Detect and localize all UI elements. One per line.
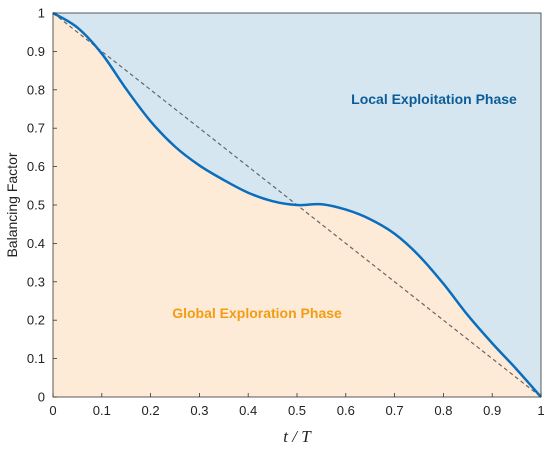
x-tick-label: 0.2 bbox=[142, 403, 160, 418]
y-tick-label: 0.2 bbox=[27, 313, 45, 328]
x-tick-label: 0.5 bbox=[288, 403, 306, 418]
x-tick-label: 0.4 bbox=[239, 403, 257, 418]
x-axis-ticks: 0 0.1 0.2 0.3 0.4 0.5 0.6 0.7 0.8 0.9 1 bbox=[49, 393, 545, 418]
y-tick-label: 0 bbox=[38, 390, 45, 405]
x-tick-label: 0 bbox=[49, 403, 56, 418]
y-tick-label: 0.6 bbox=[27, 159, 45, 174]
y-tick-label: 0.4 bbox=[27, 236, 45, 251]
y-tick-label: 0.7 bbox=[27, 121, 45, 136]
global-exploration-label: Global Exploration Phase bbox=[172, 305, 342, 321]
y-tick-label: 1 bbox=[38, 6, 45, 21]
y-tick-label: 0.5 bbox=[27, 198, 45, 213]
x-tick-label: 0.1 bbox=[93, 403, 111, 418]
x-axis-title: t / T bbox=[283, 427, 312, 446]
y-tick-label: 0.9 bbox=[27, 44, 45, 59]
x-tick-label: 0.8 bbox=[434, 403, 452, 418]
y-tick-label: 0.8 bbox=[27, 82, 45, 97]
local-exploitation-label: Local Exploitation Phase bbox=[351, 91, 517, 107]
y-tick-label: 0.3 bbox=[27, 274, 45, 289]
y-axis-ticks: 0 0.1 0.2 0.3 0.4 0.5 0.6 0.7 0.8 0.9 1 bbox=[27, 6, 57, 405]
x-tick-label: 0.7 bbox=[386, 403, 404, 418]
x-tick-label: 0.9 bbox=[483, 403, 501, 418]
balancing-curve bbox=[52, 11, 542, 398]
x-tick-label: 0.3 bbox=[190, 403, 208, 418]
x-tick-label: 1 bbox=[537, 403, 544, 418]
y-axis-title: Balancing Factor bbox=[4, 152, 20, 257]
y-tick-label: 0.1 bbox=[27, 351, 45, 366]
x-tick-label: 0.6 bbox=[337, 403, 355, 418]
